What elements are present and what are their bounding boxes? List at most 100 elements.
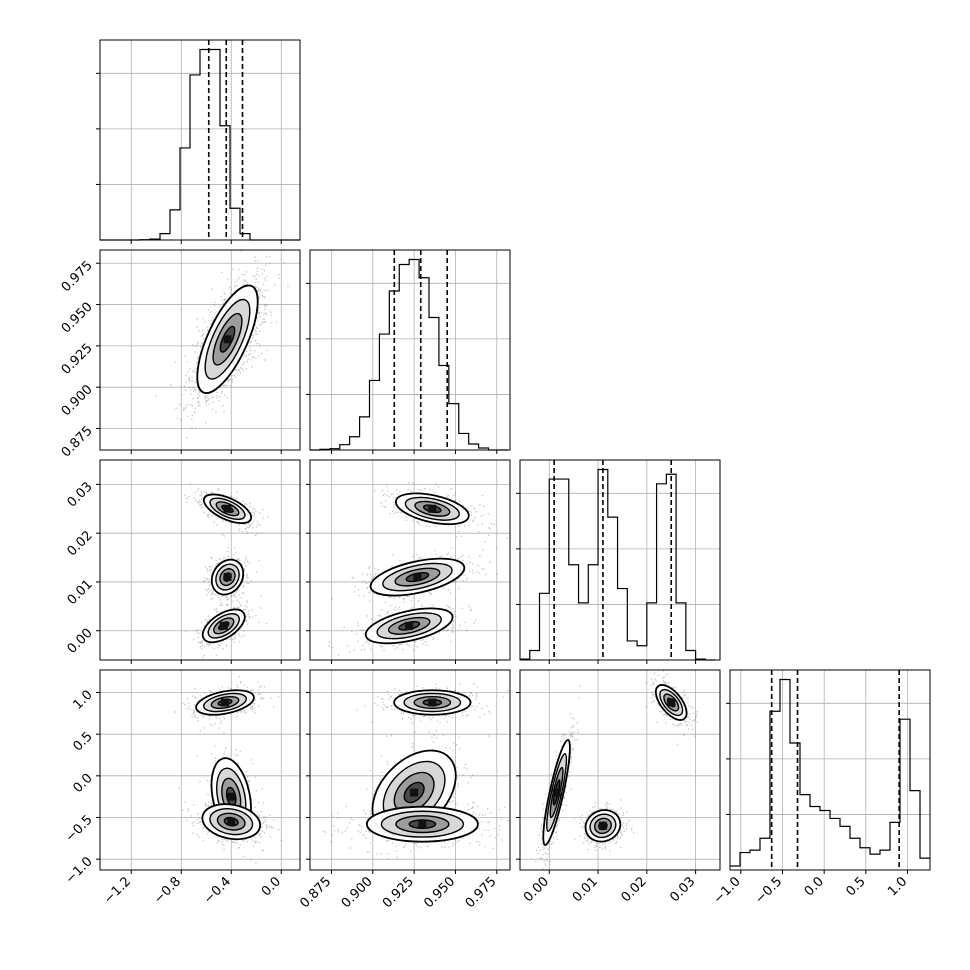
scatter-panel-3-1 xyxy=(306,669,511,874)
histogram-bar xyxy=(637,646,647,660)
x-tick-label: −0.4 xyxy=(201,874,234,907)
x-tick-label: 0.975 xyxy=(463,874,500,911)
x-tick-label: −0.8 xyxy=(151,874,184,907)
histogram-bar xyxy=(399,264,409,450)
x-tick-label: 0.03 xyxy=(667,874,698,905)
histogram-bar xyxy=(790,743,800,870)
x-tick-label: −0.5 xyxy=(752,874,785,907)
y-tick-label: 0.02 xyxy=(65,528,96,559)
axes-frame xyxy=(99,39,301,241)
histogram-bar xyxy=(657,484,667,660)
histogram-bar xyxy=(900,719,910,870)
histogram-outline xyxy=(520,468,716,661)
histogram-bar xyxy=(559,479,569,660)
density-peak xyxy=(413,573,422,582)
y-tick-label: 0.975 xyxy=(59,258,96,295)
histogram-bar xyxy=(686,650,696,660)
histogram-bar xyxy=(750,850,760,870)
histogram-panel-3 xyxy=(726,669,931,874)
x-tick-label: 0.0 xyxy=(802,874,827,899)
axes-frame xyxy=(309,249,511,451)
density-peak xyxy=(552,788,561,797)
histogram-bar xyxy=(569,565,579,660)
histogram-bar xyxy=(360,417,370,450)
histogram-bar xyxy=(170,210,180,240)
histogram-bar xyxy=(800,795,810,870)
density-peak xyxy=(428,698,437,707)
y-tick-label: 0.01 xyxy=(65,577,96,608)
y-tick-label: 0.875 xyxy=(59,424,96,461)
histogram-bar xyxy=(379,334,389,450)
density-peak xyxy=(227,792,236,801)
density-peak xyxy=(223,573,232,582)
histogram-bar xyxy=(459,433,469,450)
axes-frame xyxy=(99,249,301,451)
panel-content xyxy=(184,482,269,659)
histogram-bar xyxy=(190,75,200,240)
histogram-bar xyxy=(469,444,479,450)
scatter-points xyxy=(184,482,269,659)
histogram-bar xyxy=(370,380,380,450)
density-peak xyxy=(405,621,414,630)
histogram-bar xyxy=(429,317,439,450)
panel-content xyxy=(322,683,510,860)
histogram-bar xyxy=(647,603,657,660)
x-tick-label: 0.01 xyxy=(570,874,601,905)
x-tick-label: 1.0 xyxy=(885,874,910,899)
histogram-bar xyxy=(760,838,770,870)
histogram-bar xyxy=(240,234,250,240)
histogram-bar xyxy=(880,850,890,870)
histogram-bar xyxy=(850,838,860,870)
y-tick-label: 0.950 xyxy=(59,300,96,337)
axes-frame xyxy=(519,669,721,871)
density-peak xyxy=(227,817,236,826)
histogram-bar xyxy=(210,50,220,240)
panel-content xyxy=(328,481,508,656)
histogram-bar xyxy=(676,603,686,660)
scatter-panel-2-0 xyxy=(96,459,301,664)
x-tick-label: −1.0 xyxy=(711,874,744,907)
x-tick-label: 0.5 xyxy=(843,874,868,899)
histogram-bar xyxy=(810,807,820,870)
histogram-bar xyxy=(220,126,230,240)
panel-content xyxy=(155,250,289,439)
axes-frame xyxy=(309,459,511,661)
scatter-panel-3-2 xyxy=(516,669,721,874)
density-peak xyxy=(223,335,232,344)
density-peak xyxy=(667,698,676,707)
axes-frame xyxy=(99,669,301,871)
histogram-bar xyxy=(340,445,350,450)
density-peak xyxy=(598,821,607,830)
density-peak xyxy=(223,504,232,513)
histogram-bar xyxy=(627,641,637,660)
panel-content xyxy=(535,670,698,870)
x-tick-label: 0.02 xyxy=(619,874,650,905)
x-tick-label: 0.0 xyxy=(259,874,284,899)
x-tick-label: 0.925 xyxy=(380,874,417,911)
y-tick-label: 0.0 xyxy=(70,771,95,796)
histogram-bar xyxy=(740,853,750,870)
histogram-bar xyxy=(350,437,360,450)
histogram-bar xyxy=(588,565,598,660)
histogram-panel-2 xyxy=(516,459,721,664)
histogram-bar xyxy=(870,854,880,870)
histogram-bar xyxy=(920,858,930,870)
y-tick-label: 0.900 xyxy=(59,382,96,419)
histogram-bar xyxy=(780,680,790,870)
histogram-outline xyxy=(730,678,930,867)
x-tick-label: 0.900 xyxy=(339,874,376,911)
histogram-panel-1 xyxy=(306,249,511,454)
histogram-bar xyxy=(579,603,589,660)
histogram-bar xyxy=(860,848,870,870)
histogram-bar xyxy=(820,810,830,870)
histogram-bar xyxy=(449,404,459,450)
histogram-bar xyxy=(530,650,540,660)
x-tick-label: 0.950 xyxy=(421,874,458,911)
scatter-panel-3-0 xyxy=(96,669,301,874)
y-tick-label: 0.925 xyxy=(59,341,96,378)
density-peak xyxy=(219,621,228,630)
histogram-bar xyxy=(540,593,550,660)
x-tick-label: 0.875 xyxy=(297,874,334,911)
y-tick-label: 0.03 xyxy=(65,479,96,510)
